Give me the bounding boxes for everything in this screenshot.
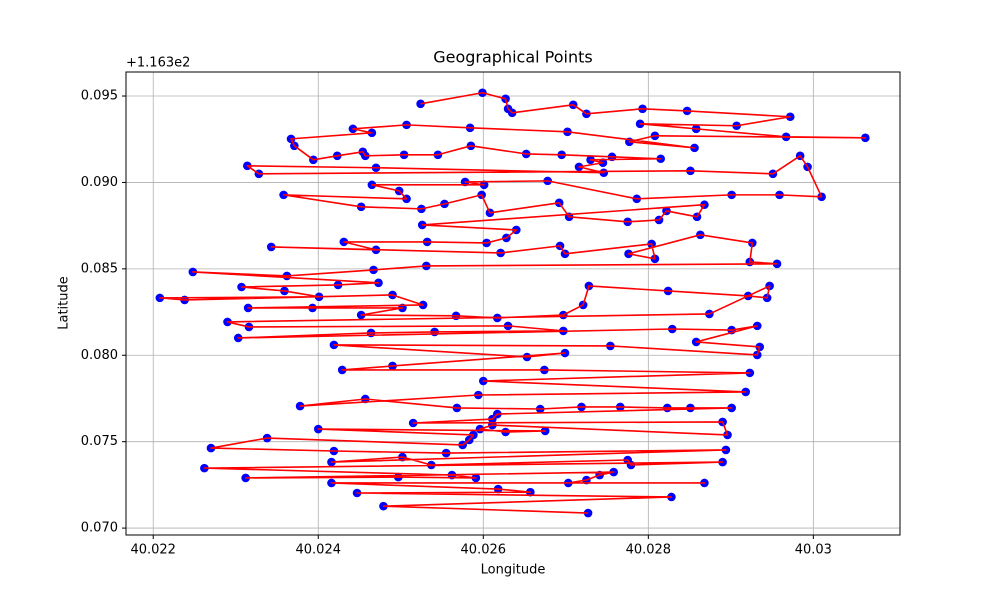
- y-tick-label: 0.070: [81, 521, 118, 536]
- x-tick-label: 40.03: [795, 543, 832, 558]
- y-tick-label: 0.095: [81, 89, 118, 104]
- x-tick-label: 40.024: [296, 543, 342, 558]
- x-tick-label: 40.028: [626, 543, 672, 558]
- y-tick-label: 0.075: [81, 434, 118, 449]
- y-axis-label: Latitude: [57, 276, 72, 330]
- y-tick-label: 0.085: [81, 261, 118, 276]
- plot-frame: [125, 71, 901, 536]
- chart-title: Geographical Points: [433, 48, 593, 67]
- x-axis-label: Longitude: [481, 563, 546, 578]
- x-tick-label: 40.026: [461, 543, 507, 558]
- y-tick-label: 0.090: [81, 175, 118, 190]
- x-tick-label: 40.022: [130, 543, 176, 558]
- connecting-line: [159, 91, 867, 514]
- y-tick-label: 0.080: [81, 348, 118, 363]
- y-offset-label: +1.163e2: [126, 56, 190, 71]
